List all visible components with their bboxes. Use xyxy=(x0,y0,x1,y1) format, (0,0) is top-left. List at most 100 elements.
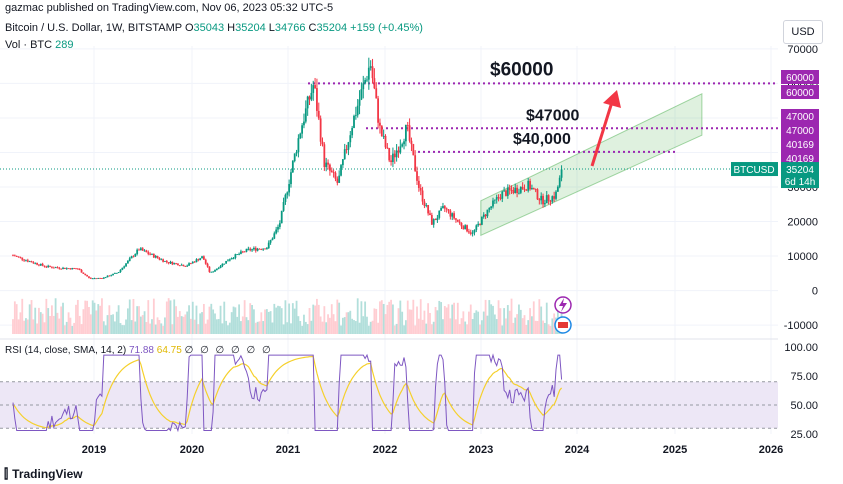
volume-bar xyxy=(473,312,476,334)
candle-body xyxy=(264,248,266,250)
volume-bar xyxy=(249,303,252,334)
volume-bar xyxy=(210,303,213,334)
candle-body xyxy=(143,250,146,252)
volume-bar xyxy=(206,319,209,334)
candle-body xyxy=(477,223,480,226)
volume-bar xyxy=(12,319,14,334)
volume-bar xyxy=(545,302,548,334)
currency-button[interactable]: USD xyxy=(783,20,823,44)
candle-body xyxy=(429,213,431,216)
volume-bar xyxy=(69,317,72,334)
candle-body xyxy=(499,197,502,199)
volume-bar xyxy=(280,308,283,334)
candle-body xyxy=(395,150,398,158)
candle-body xyxy=(221,263,224,267)
candle-body xyxy=(354,115,357,117)
price-label-box xyxy=(781,70,819,84)
volume-bar xyxy=(45,298,48,334)
candle-body xyxy=(510,189,513,191)
volume-bar xyxy=(93,302,96,334)
volume-bar xyxy=(182,316,185,334)
volume-bar xyxy=(354,321,357,334)
volume-bar xyxy=(421,319,424,334)
candle-body xyxy=(451,213,454,217)
candle-body xyxy=(75,268,77,270)
candle-body xyxy=(265,248,268,250)
candle-body xyxy=(543,203,546,205)
candle-body xyxy=(317,110,320,119)
volume-bar xyxy=(393,325,396,334)
volume-bar xyxy=(52,315,55,334)
volume-bar xyxy=(256,321,259,334)
candle-body xyxy=(540,195,543,201)
candle-body xyxy=(173,263,176,265)
volume-bar xyxy=(134,321,137,334)
candle-body xyxy=(202,256,205,260)
candle-body xyxy=(154,255,157,258)
candle-body xyxy=(364,80,367,84)
volume-bar xyxy=(223,301,226,334)
volume-bar xyxy=(386,304,389,334)
symbol-name[interactable]: Bitcoin / U.S. Dollar, 1W, BITSTAMP xyxy=(5,22,182,34)
volume-bar xyxy=(510,298,513,334)
candle-body xyxy=(156,255,159,258)
volume-bar xyxy=(225,320,228,334)
rsi-legend[interactable]: RSI (14, close, SMA, 14, 2) 71.88 64.75 … xyxy=(5,345,273,356)
volume-bar xyxy=(340,325,342,334)
volume-bars xyxy=(12,298,563,334)
volume-bar xyxy=(471,319,474,334)
volume-bar xyxy=(347,312,350,334)
volume-bar xyxy=(434,306,437,334)
volume-bar xyxy=(169,300,172,334)
candle-body xyxy=(468,231,470,233)
candle-body xyxy=(549,200,552,202)
candle-body xyxy=(473,229,476,233)
candle-body xyxy=(169,261,172,264)
time-tick-label: 2019 xyxy=(82,444,106,456)
candle-body xyxy=(47,265,50,268)
volume-legend[interactable]: Vol · BTC 289 xyxy=(5,39,74,51)
volume-bar xyxy=(36,323,38,334)
rsi-sma-value: 64.75 xyxy=(156,345,182,356)
volume-bar xyxy=(34,307,37,334)
candle-body xyxy=(41,263,44,266)
volume-bar xyxy=(377,322,379,334)
candle-body xyxy=(188,263,190,266)
candle-body xyxy=(51,266,53,268)
volume-bar xyxy=(128,299,131,334)
current-price-value: 35204 xyxy=(786,165,814,176)
candle-body xyxy=(251,249,253,251)
rsi-value: 71.88 xyxy=(128,345,154,356)
volume-bar xyxy=(349,310,352,334)
volume-bar xyxy=(367,325,370,334)
volume-bar xyxy=(243,300,246,334)
candle-body xyxy=(184,266,187,267)
volume-bar xyxy=(132,298,135,334)
candle-body xyxy=(256,248,259,251)
volume-bar xyxy=(297,316,300,334)
candle-body xyxy=(314,85,316,89)
volume-bar xyxy=(380,300,383,334)
candle-body xyxy=(416,171,418,181)
candle-body xyxy=(367,67,370,80)
level-annotation: $47000 xyxy=(526,107,579,124)
volume-bar xyxy=(95,310,98,334)
volume-bar xyxy=(356,298,359,334)
candle-body xyxy=(138,249,140,251)
volume-bar xyxy=(499,308,502,334)
symbol-tag-box xyxy=(731,162,778,177)
volume-bar xyxy=(102,321,105,334)
volume-bar xyxy=(78,315,81,334)
level-annotation: $60000 xyxy=(490,59,553,80)
candle-body xyxy=(417,180,420,188)
volume-bar xyxy=(202,303,205,334)
candle-body xyxy=(527,180,530,191)
volume-bar xyxy=(275,307,278,334)
candle-body xyxy=(62,267,64,270)
candle-body xyxy=(104,277,107,279)
volume-bar xyxy=(360,301,363,334)
candle-body xyxy=(73,268,76,269)
tradingview-logo[interactable]: ⫿ TradingView xyxy=(4,466,83,482)
candle-body xyxy=(278,223,281,227)
